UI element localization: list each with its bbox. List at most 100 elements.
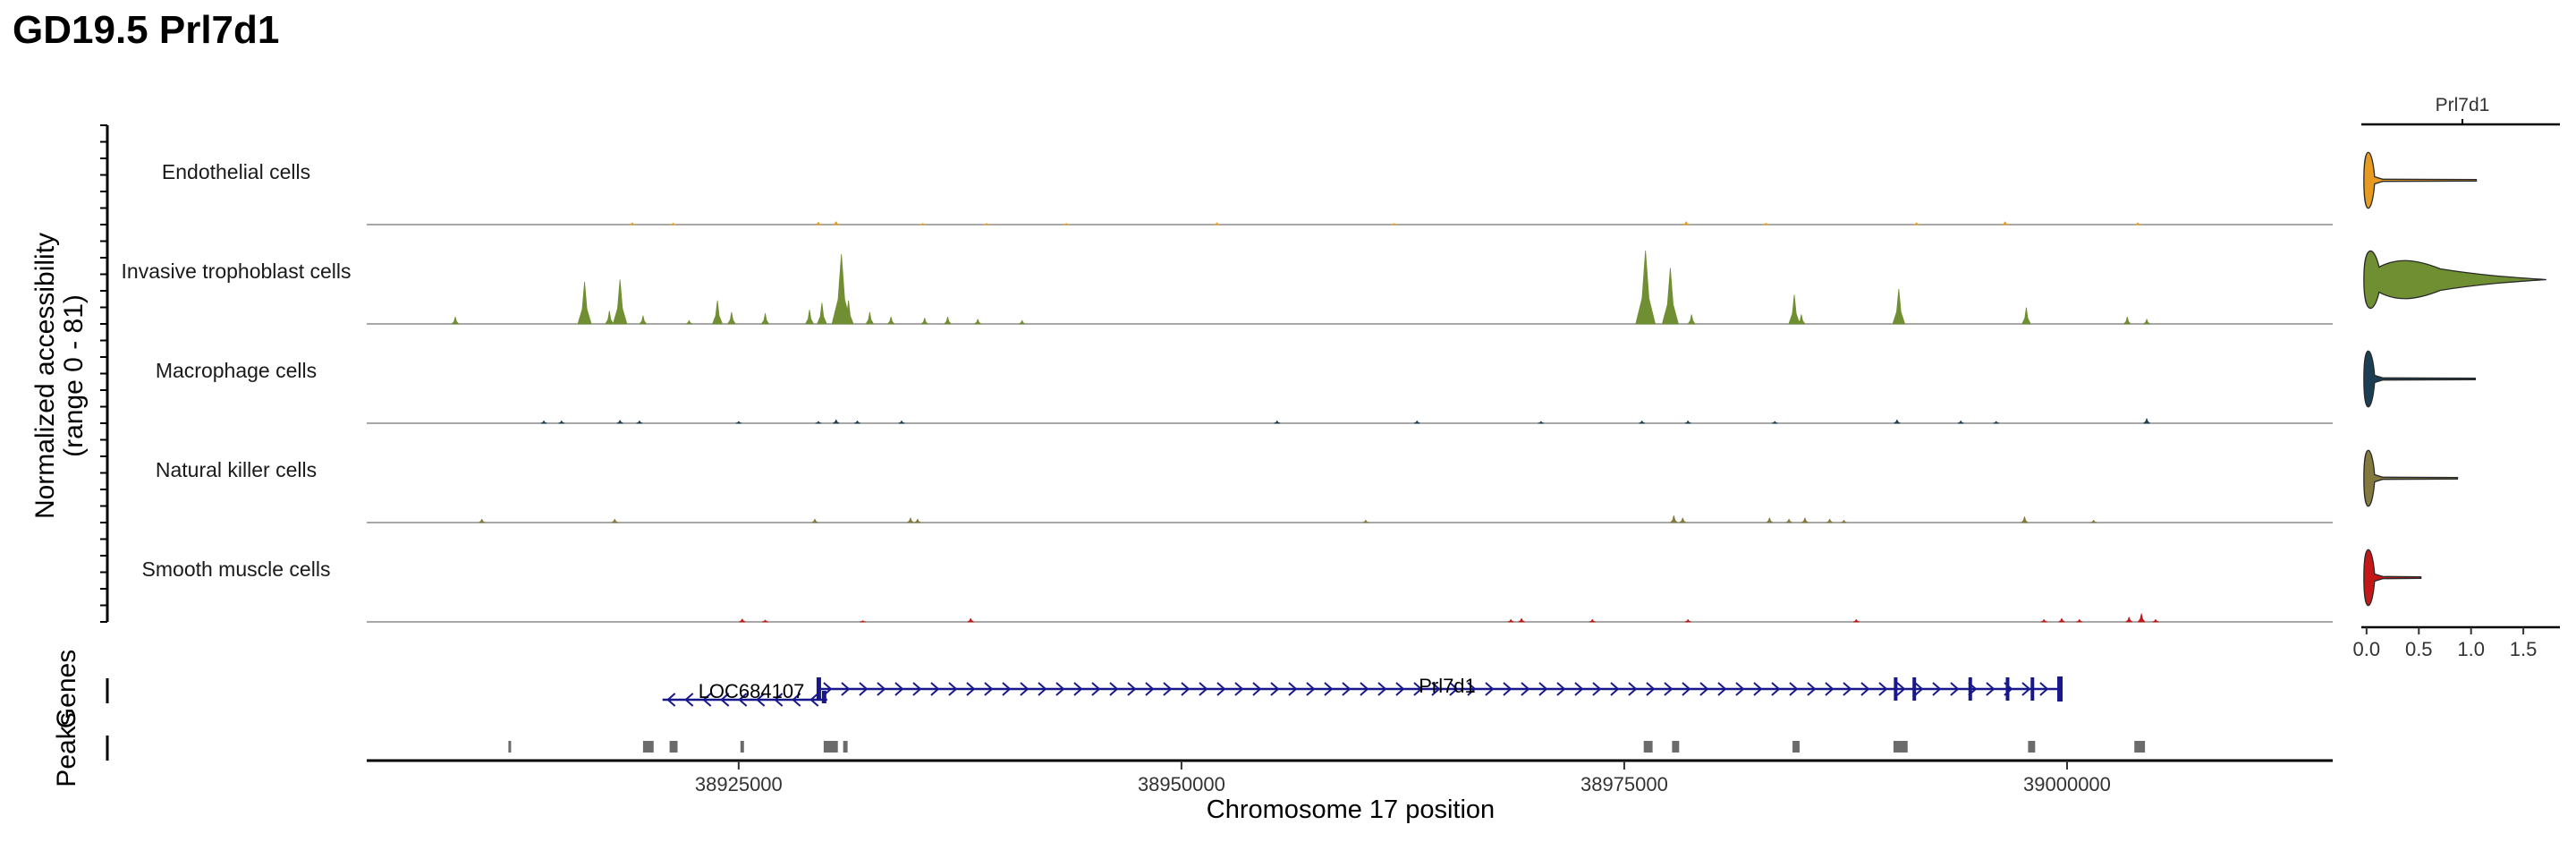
gene-prl7d1: Prl7d1 [816, 675, 2063, 702]
strand-arrow [1717, 682, 1727, 696]
violin-x-tick-label: 0.5 [2405, 638, 2433, 660]
coverage-peak [1639, 421, 1646, 424]
coverage-peak [1018, 319, 1026, 325]
coverage-peak [639, 315, 648, 325]
exon [1894, 677, 1898, 701]
track-label-smooth-muscle-cells: Smooth muscle cells [142, 557, 331, 581]
strand-arrow [1646, 682, 1656, 696]
coverage-peak [1785, 518, 1792, 523]
strand-arrow [1020, 682, 1030, 696]
strand-arrow [1735, 682, 1745, 696]
peak-region [1643, 741, 1653, 753]
peaks-track-label: Peaks [52, 712, 81, 787]
strand-arrow [1342, 682, 1352, 696]
coverage-peak [2001, 221, 2009, 225]
coverage-tracks: Endothelial cells Invasive trophoblast ce… [122, 160, 2333, 623]
coverage-peak [1801, 517, 1809, 523]
coverage-peak [478, 518, 486, 523]
coverage-peak [670, 223, 677, 225]
coverage-peak [907, 517, 914, 523]
strand-arrow [1914, 682, 1924, 696]
peak-region [2028, 741, 2036, 753]
coverage-peak [1538, 421, 1545, 424]
coverage-peak [2143, 319, 2150, 325]
violin-x-tick-label: 1.5 [2510, 638, 2538, 660]
coverage-peak [1771, 421, 1778, 424]
coverage-peak [1797, 314, 1806, 325]
coverage-peak [1913, 222, 1920, 225]
exon [816, 677, 821, 701]
strand-arrow [1234, 682, 1244, 696]
coverage-peak [1213, 222, 1221, 225]
strand-arrow [1109, 682, 1119, 696]
coverage-peak [1892, 288, 1906, 325]
coverage-peak [832, 419, 840, 424]
strand-arrow [1216, 682, 1226, 696]
strand-arrow [930, 682, 940, 696]
strand-arrow [1986, 682, 1996, 696]
strand-arrow [1073, 682, 1083, 696]
violin-panel: Prl7d1 0.0 0.5 1.0 1.5 [2353, 95, 2560, 660]
coverage-peak [761, 312, 770, 325]
track-label-macrophage-cells: Macrophage cells [156, 359, 317, 382]
coverage-peak [2021, 516, 2029, 523]
coverage-peak [605, 310, 614, 325]
track-label-invasive-trophoblast-cells: Invasive trophoblast cells [122, 259, 352, 283]
track-invasive-trophoblast-cells: Invasive trophoblast cells [122, 250, 2333, 325]
coverage-peak [629, 222, 636, 225]
coverage-peak [1682, 221, 1690, 225]
coverage-peak [1662, 268, 1679, 325]
strand-arrow [1199, 682, 1208, 696]
strand-arrow [1270, 682, 1280, 696]
strand-arrow [1556, 682, 1566, 696]
peak-region [669, 741, 678, 753]
coverage-peak [1413, 421, 1420, 424]
exon [1912, 677, 1917, 701]
strand-arrow [1449, 682, 1459, 696]
strand-arrow [1950, 682, 1960, 696]
strand-arrow [1467, 682, 1477, 696]
gene-loc684107: LOC684107 [662, 680, 827, 707]
coverage-peak [1635, 250, 1656, 325]
violin-endothelial-cells [2363, 151, 2478, 209]
coverage-peak [1762, 223, 1769, 225]
coverage-peak [833, 221, 840, 225]
strand-arrow [1682, 682, 1691, 696]
strand-arrow [1825, 682, 1835, 696]
coverage-peak [1507, 619, 1514, 623]
strand-arrow [948, 682, 958, 696]
strand-arrow [894, 682, 904, 696]
coverage-peak [805, 310, 814, 325]
exon [2030, 677, 2035, 701]
strand-arrow [1807, 682, 1817, 696]
peak-region [642, 741, 654, 753]
track-natural-killer-cells: Natural killer cells [156, 458, 2333, 523]
coverage-peak [1390, 223, 1398, 225]
coverage-peak [1957, 421, 1964, 424]
strand-arrow [1127, 682, 1137, 696]
gene-label: LOC684107 [699, 680, 805, 702]
strand-arrow [1091, 682, 1101, 696]
strand-arrow [1771, 682, 1781, 696]
strand-arrow [823, 682, 833, 696]
strand-arrow [1574, 682, 1584, 696]
coverage-peak [1274, 421, 1281, 424]
coverage-peak [1788, 294, 1801, 325]
y-axis-label-line1: Normalized accessibility [30, 233, 60, 519]
peak-region [2134, 741, 2146, 753]
peak-track [106, 736, 2146, 761]
coverage-peak [914, 518, 921, 523]
coverage-peak [577, 281, 592, 325]
strand-arrow [1699, 682, 1709, 696]
strand-arrow [1324, 682, 1334, 696]
coverage-peak [636, 421, 643, 424]
violin-natural-killer-cells [2363, 449, 2459, 507]
strand-arrow [1055, 682, 1065, 696]
strand-arrow [1431, 682, 1441, 696]
coverage-peak [1766, 517, 1774, 523]
coverage-peak [2076, 619, 2083, 623]
coverage-peak [815, 222, 822, 225]
strand-arrow [877, 682, 886, 696]
strand-arrow [738, 693, 748, 707]
